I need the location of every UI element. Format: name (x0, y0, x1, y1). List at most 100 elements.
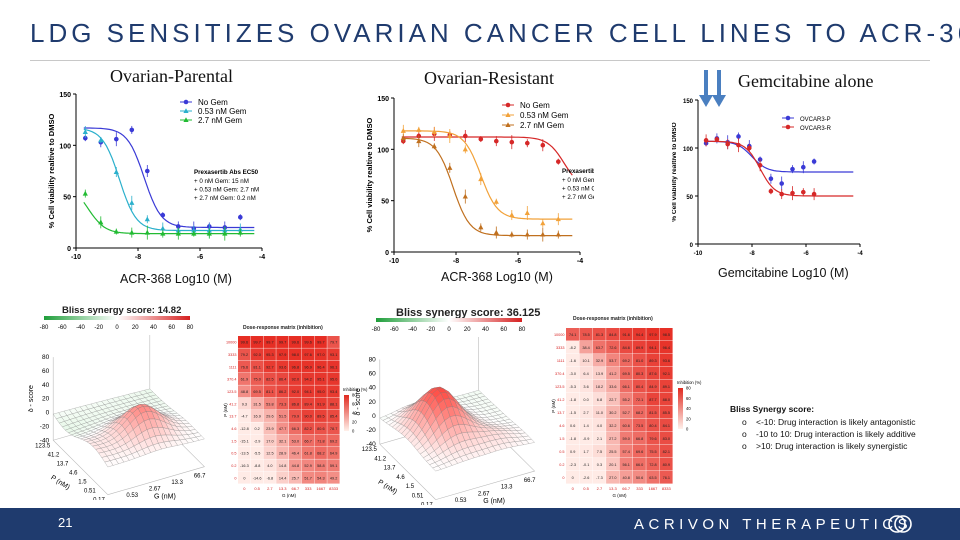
matrix-cell (314, 447, 327, 459)
matrix-cell (289, 336, 302, 348)
matrix-cell (276, 373, 289, 385)
matrix-cell (276, 336, 289, 348)
p-tick-label: 1.5 (406, 484, 415, 490)
matrix-cell (566, 354, 579, 367)
matrix-cell-value: 84.8 (609, 333, 616, 337)
matrix-cell (327, 410, 340, 422)
p-tick-label: 0.17 (421, 503, 433, 505)
arrow-shaft-2 (717, 70, 721, 96)
y-tick-label: 150 (59, 92, 71, 99)
matrix-cell-value: 57.4 (622, 450, 629, 454)
matrix-cell (579, 380, 593, 393)
matrix-cell-value: 33.6 (609, 385, 616, 389)
surface-cell (104, 460, 114, 468)
matrix-cell (250, 410, 264, 422)
matrix-cell (238, 385, 251, 398)
matrix-cell-value: 27.0 (609, 476, 616, 480)
bliss-key-item: o >10: Drug interaction is likely synergi… (742, 441, 908, 451)
matrix-cell-value: 74.1 (569, 333, 576, 337)
colorbar-tick: -20 (426, 327, 435, 333)
z-tick-label: 20 (42, 396, 50, 403)
data-point (98, 219, 104, 225)
matrix-cell (646, 393, 660, 406)
matrix-cell (314, 373, 327, 385)
matrix-cell-value: 98.0 (292, 353, 299, 357)
legend-marker (505, 102, 511, 108)
g-tick-label: 2.67 (478, 491, 490, 497)
matrix-cell-value: 79.6 (649, 437, 656, 441)
matrix-col-label: 0.5 (254, 486, 260, 491)
matrix-cell-value: -5.3 (569, 385, 576, 389)
matrix-cell (263, 397, 276, 410)
matrix-cell (301, 410, 315, 422)
p-tick-label: 0.17 (93, 498, 105, 500)
matrix-cell-value: 63.5 (649, 476, 656, 480)
matrix-cell-value: 0 (572, 476, 574, 480)
matrix-cell (250, 422, 264, 435)
matrix-cell (263, 471, 276, 484)
matrix-cell (238, 336, 251, 348)
matrix-cell (263, 336, 276, 348)
data-point (238, 214, 243, 220)
matrix-cell-value: 73.5 (636, 424, 643, 428)
matrix-cell (606, 458, 620, 471)
matrix-cell (659, 328, 673, 341)
matrix-row-label: 13.7 (229, 415, 236, 419)
matrix-cell (263, 447, 276, 459)
annotation-line: + 0 nM Gem: 15 nM (194, 178, 249, 185)
matrix-cell-value: 47.7 (279, 427, 286, 431)
matrix-cell-value: 10.1 (582, 359, 589, 363)
matrix-cell (659, 406, 673, 419)
matrix-cell (606, 367, 620, 380)
matrix-cell (606, 419, 620, 432)
matrix-row-label: 1111 (229, 365, 237, 369)
p-axis-label: P (nM) (49, 474, 70, 491)
matrix-cell (606, 471, 620, 484)
matrix-cell-value: 85.5 (663, 411, 670, 415)
matrix-row-label: 4.6 (559, 424, 564, 428)
matrix-cell-value: 2.7 (583, 411, 588, 415)
g-tick-label: 13.3 (171, 480, 183, 486)
matrix-cell (263, 385, 276, 398)
matrix-cell-value: 56.1 (622, 463, 629, 467)
matrix-col-label: 333 (636, 486, 643, 491)
matrix-cell (289, 434, 302, 447)
data-point (509, 139, 515, 145)
matrix-cell (301, 336, 315, 348)
parental-panel-title: Ovarian-Parental (110, 66, 233, 86)
matrix-cell-value: 95.1 (317, 378, 324, 382)
p-tick-label: 4.6 (396, 475, 405, 481)
matrix-cell (592, 458, 606, 471)
matrix-cell-value: 59.0 (622, 437, 629, 441)
matrix-cell-value: 80.9 (663, 463, 670, 467)
inhibition-tick: 20 (686, 416, 691, 421)
matrix-cell (606, 406, 620, 419)
matrix-cell-value: -1.8 (569, 398, 576, 402)
company-logo-icon (888, 515, 912, 533)
matrix-cell (659, 393, 673, 406)
matrix-cell (632, 367, 646, 380)
matrix-cell-value: 6.4 (583, 372, 588, 376)
data-point (129, 127, 135, 133)
matrix-cell (289, 360, 302, 373)
legend-marker (183, 99, 189, 105)
matrix-cell-value: 9.3 (242, 402, 247, 406)
matrix-cell (327, 385, 340, 398)
matrix-col-label: 1667 (316, 486, 326, 491)
z-tick-label: 60 (42, 368, 50, 375)
legend-label: No Gem (520, 101, 550, 110)
matrix-cell-value: 84.9 (649, 385, 656, 389)
matrix-cell-value: -2.9 (254, 439, 261, 443)
data-point (811, 159, 817, 164)
matrix-cell (250, 447, 264, 459)
data-point (447, 165, 453, 170)
colorbar-tick: -20 (94, 325, 103, 331)
data-point (447, 133, 453, 138)
matrix-row-label: 123.5 (555, 385, 565, 389)
annotation-title: Prexasertib Abs EC50 (194, 169, 259, 176)
matrix-cell (238, 422, 251, 435)
z-tick-label: -20 (366, 427, 376, 434)
matrix-cell (579, 328, 593, 341)
data-point (222, 230, 228, 236)
data-point (736, 134, 741, 139)
